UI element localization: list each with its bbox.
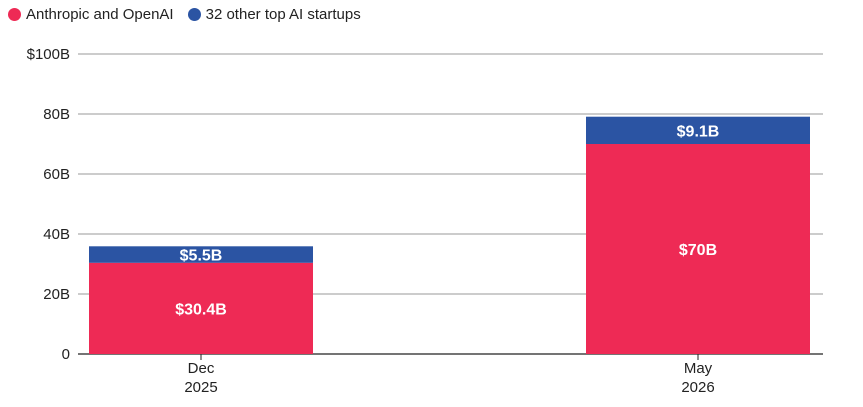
y-tick-label: 20B xyxy=(43,286,70,303)
x-tick-label: Dec xyxy=(188,360,215,377)
data-label: $30.4B xyxy=(175,301,227,318)
x-tick-label: May xyxy=(684,360,713,377)
data-label: $9.1B xyxy=(677,123,720,140)
legend-swatch-anthropic-openai xyxy=(8,7,21,21)
y-tick-label: 60B xyxy=(43,166,70,183)
x-tick-label: 2026 xyxy=(681,379,714,396)
legend-item-anthropic-openai: Anthropic and OpenAI xyxy=(8,6,174,23)
y-tick-label: 80B xyxy=(43,106,70,123)
data-label: $70B xyxy=(679,242,717,259)
bar-segment xyxy=(586,144,810,354)
y-tick-label: 40B xyxy=(43,226,70,243)
bar-segment xyxy=(89,262,313,354)
legend-item-other-startups: 32 other top AI startups xyxy=(187,5,361,23)
legend-label-other-startups: 32 other top AI startups xyxy=(205,5,361,23)
bar-segment xyxy=(89,246,313,263)
data-label: $5.5B xyxy=(180,248,223,265)
legend-label-anthropic-openai: Anthropic and OpenAI xyxy=(26,5,174,23)
bar-segment xyxy=(586,116,810,144)
x-tick-label: 2025 xyxy=(184,379,217,396)
y-tick-label: $100B xyxy=(27,46,70,63)
y-tick-label: 0 xyxy=(62,346,70,363)
legend-swatch-other-startups xyxy=(187,7,201,21)
chart-legend: Anthropic and OpenAI 32 other top AI sta… xyxy=(8,4,361,24)
